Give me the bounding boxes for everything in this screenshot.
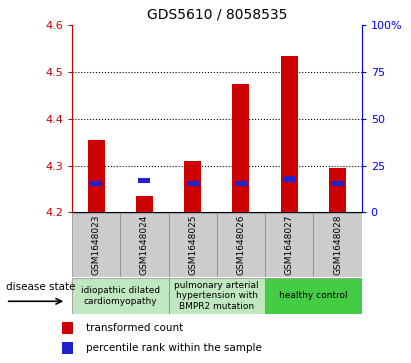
Bar xyxy=(233,84,249,212)
Bar xyxy=(217,213,265,277)
Bar xyxy=(281,56,298,212)
Bar xyxy=(90,180,102,186)
Bar xyxy=(184,161,201,212)
Text: GSM1648028: GSM1648028 xyxy=(333,215,342,276)
Bar xyxy=(332,180,344,186)
Bar xyxy=(88,140,104,212)
Text: transformed count: transformed count xyxy=(86,323,183,333)
Bar xyxy=(235,180,247,186)
Text: percentile rank within the sample: percentile rank within the sample xyxy=(86,343,262,353)
Text: GSM1648026: GSM1648026 xyxy=(236,215,245,276)
Bar xyxy=(72,278,169,314)
Bar xyxy=(139,178,150,183)
Bar xyxy=(313,213,362,277)
Bar xyxy=(136,196,153,212)
Text: disease state: disease state xyxy=(6,282,75,292)
Bar xyxy=(329,168,346,212)
Bar xyxy=(62,342,73,354)
Bar xyxy=(169,278,265,314)
Text: GSM1648027: GSM1648027 xyxy=(285,215,294,276)
Bar xyxy=(283,176,295,182)
Bar xyxy=(265,213,313,277)
Text: pulmonary arterial
hypertension with
BMPR2 mutation: pulmonary arterial hypertension with BMP… xyxy=(175,281,259,311)
Text: idiopathic dilated
cardiomyopathy: idiopathic dilated cardiomyopathy xyxy=(81,286,160,306)
Text: healthy control: healthy control xyxy=(279,291,348,300)
Text: GSM1648023: GSM1648023 xyxy=(92,215,101,276)
Text: GSM1648025: GSM1648025 xyxy=(188,215,197,276)
Text: GSM1648024: GSM1648024 xyxy=(140,215,149,276)
Bar xyxy=(169,213,217,277)
Bar xyxy=(187,180,199,186)
Bar xyxy=(72,213,120,277)
Title: GDS5610 / 8058535: GDS5610 / 8058535 xyxy=(147,8,287,21)
Bar xyxy=(62,322,73,334)
Bar xyxy=(120,213,169,277)
Bar xyxy=(265,278,362,314)
